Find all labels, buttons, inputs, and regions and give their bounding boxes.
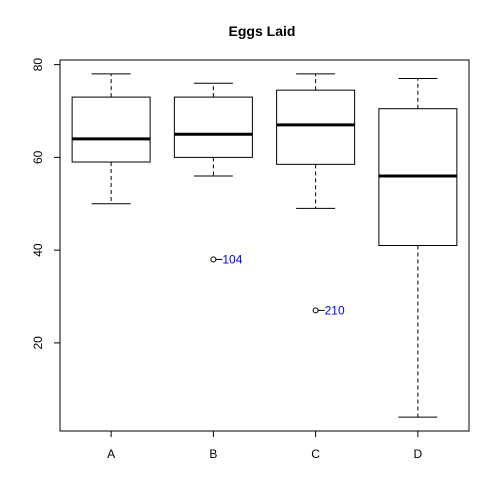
iqr-box: [173, 96, 253, 158]
outlier-point: [312, 307, 319, 314]
x-tick-label: C: [311, 447, 320, 461]
y-tick-label: 40: [31, 243, 45, 257]
chart-title: Eggs Laid: [229, 23, 296, 39]
y-tick-label: 60: [31, 150, 45, 164]
x-tick-label: D: [414, 447, 423, 461]
outlier-point: [210, 256, 217, 263]
x-tick-label: B: [209, 447, 217, 461]
box-D: [378, 78, 458, 418]
outlier-label: 210: [325, 303, 345, 317]
x-axis: A B C D: [107, 431, 423, 461]
outliers: 104 210: [210, 252, 345, 317]
y-tick-label: 20: [31, 336, 45, 350]
outlier-label: 104: [222, 252, 242, 266]
y-axis: 20 40 60 80: [31, 58, 60, 350]
y-tick-label: 80: [31, 58, 45, 72]
box-C: [276, 73, 356, 209]
plot-frame: [59, 59, 470, 432]
iqr-box: [276, 89, 356, 165]
iqr-box: [71, 96, 151, 163]
box-B: [173, 82, 253, 177]
x-tick-label: A: [107, 447, 115, 461]
box-A: [71, 73, 151, 205]
boxes: [71, 73, 458, 418]
